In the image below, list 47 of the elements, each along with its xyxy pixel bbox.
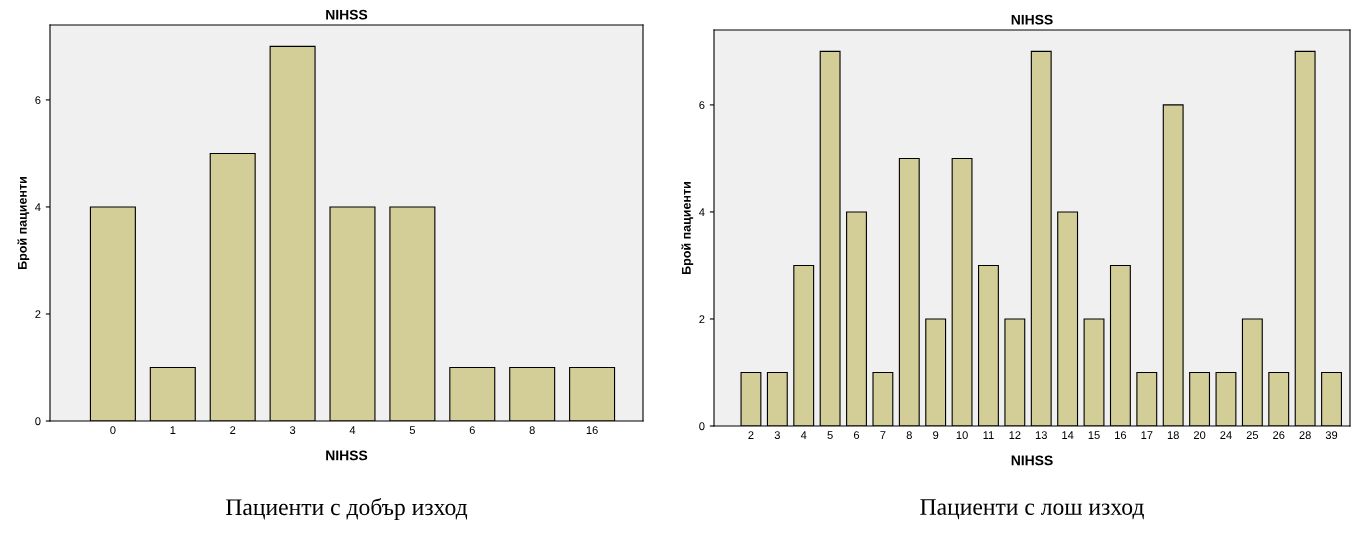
x-tick-label: 7 [880,431,886,439]
x-tick-label: 1 [170,426,176,434]
x-tick-label: 4 [800,431,807,439]
x-tick-label: 2 [748,431,754,439]
x-tick-label: 12 [1009,431,1021,439]
y-tick-label: 4 [699,208,705,216]
y-tick-label: 2 [699,315,705,323]
text: Пациенти с лош изход [920,499,1144,520]
x-tick-label: 14 [1062,431,1074,439]
x-tick-label: 39 [1325,431,1338,440]
x-tick-label: 9 [933,431,939,440]
x-tick-label: 6 [469,426,475,435]
x-axis-title: NIHSS [1011,455,1053,466]
x-tick-label: 8 [906,431,912,440]
x-tick-label: 24 [1220,431,1232,439]
y-axis-title: Брой пациенти [681,182,694,274]
chart-title: NIHSS [1011,14,1053,25]
y-tick-label: 2 [35,310,41,318]
x-tick-label: 3 [774,431,780,440]
x-tick-label: 3 [289,426,296,435]
x-tick-label: 8 [529,426,535,435]
x-tick-label: 11 [983,431,994,439]
x-tick-label: 2 [230,426,236,434]
x-tick-label: 26 [1273,431,1285,440]
x-tick-label: 28 [1299,431,1311,440]
x-tick-label: 6 [853,431,860,440]
x-tick-label: 16 [1115,431,1127,440]
x-tick-label: 15 [1088,431,1100,440]
x-tick-label: 10 [956,431,968,440]
chart-title: NIHSS [326,9,368,20]
x-tick-label: 5 [827,431,833,440]
y-tick-label: 6 [699,101,705,110]
x-tick-label: 20 [1193,431,1206,440]
x-axis-title: NIHSS [326,450,368,461]
x-tick-label: 17 [1141,431,1153,439]
x-tick-label: 18 [1167,431,1179,440]
x-tick-label: 16 [586,426,598,435]
x-tick-label: 0 [110,426,116,435]
x-tick-label: 4 [349,426,356,434]
y-tick-label: 4 [35,203,41,211]
x-tick-label: 25 [1246,431,1259,440]
y-tick-label: 6 [35,96,41,105]
y-tick-label: 0 [35,417,41,426]
x-tick-label: 13 [1035,431,1047,440]
y-axis-title: Брой пациенти [17,177,30,269]
x-tick-label: 5 [409,426,416,435]
text: Пациенти с добър изход [226,498,468,520]
